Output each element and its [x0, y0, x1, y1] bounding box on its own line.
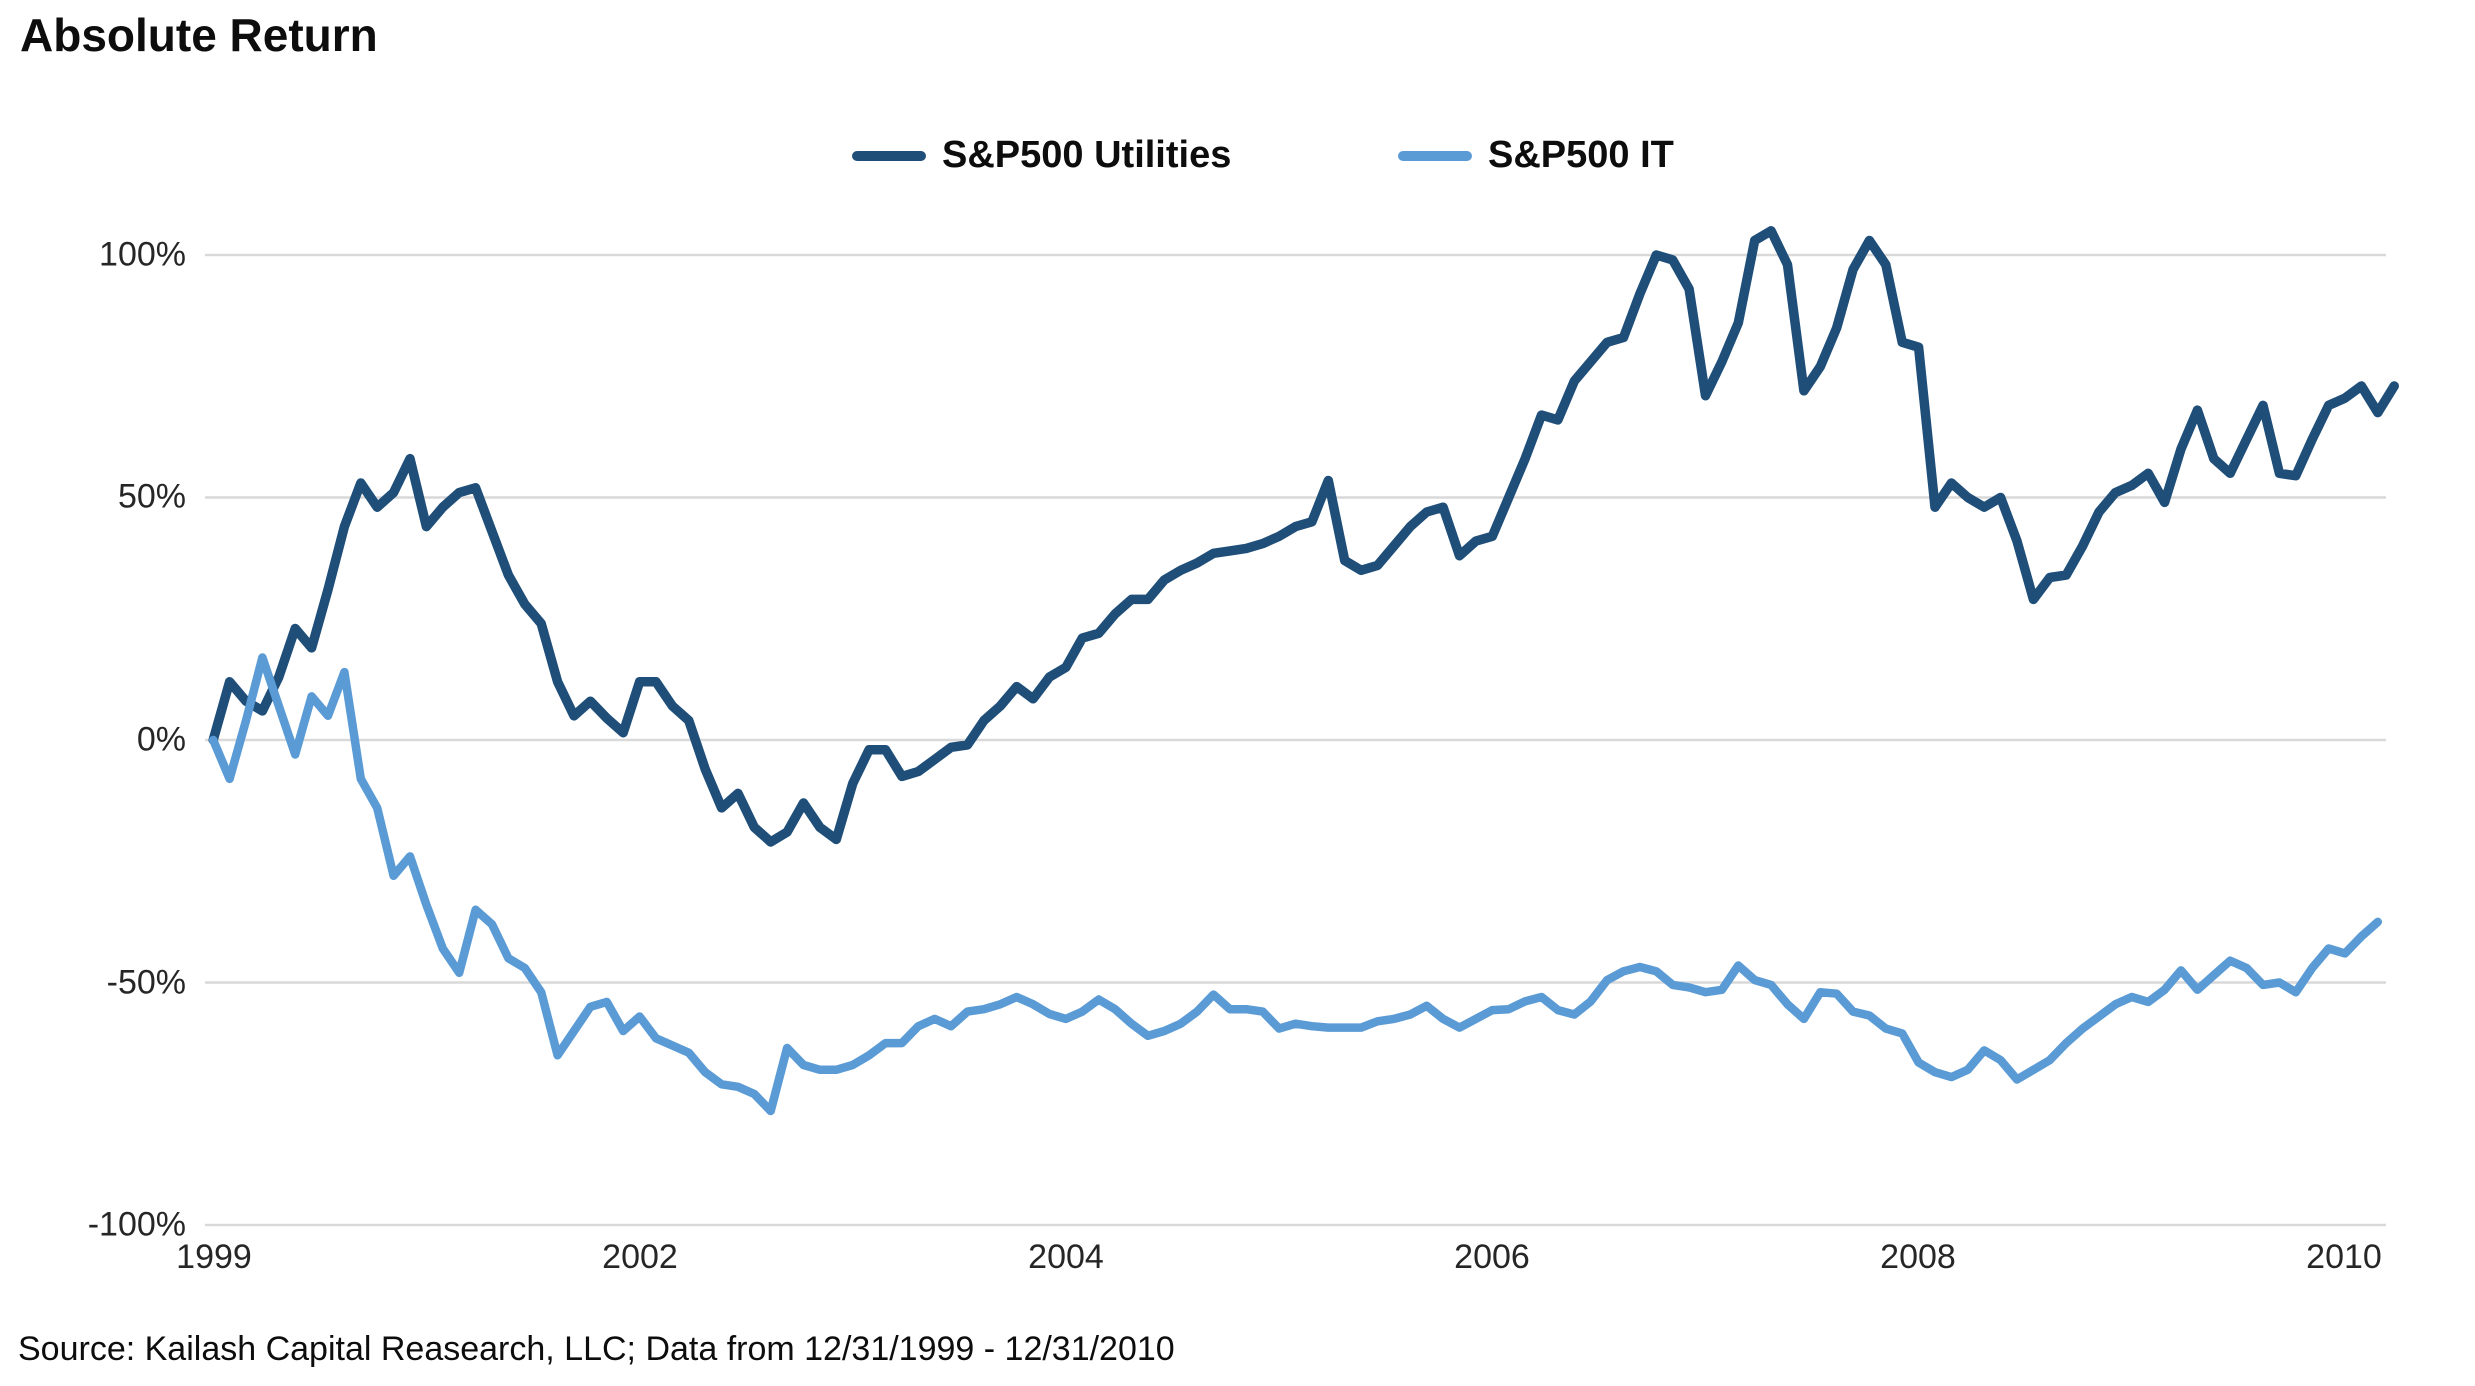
legend-label-utilities: S&P500 Utilities: [942, 134, 1232, 176]
y-tick-100: 100%: [99, 235, 186, 274]
series-line-utilities: [208, 226, 2399, 847]
x-tick-1999: 1999: [176, 1238, 252, 1276]
source-note: Source: Kailash Capital Reasearch, LLC; …: [18, 1330, 1175, 1368]
legend-item-it[interactable]: S&P500 IT: [1398, 134, 1674, 177]
y-tick-0: 0%: [136, 720, 186, 759]
legend-item-utilities[interactable]: S&P500 Utilities: [852, 134, 1231, 177]
it-line-swatch-icon: [1398, 150, 1472, 161]
x-tick-2008: 2008: [1880, 1238, 1956, 1276]
y-tick-neg50: -50%: [106, 963, 186, 1002]
x-tick-2010: 2010: [2306, 1238, 2382, 1276]
legend-label-it: S&P500 IT: [1488, 134, 1674, 176]
chart-title: Absolute Return: [20, 9, 378, 61]
x-tick-2002: 2002: [602, 1238, 678, 1276]
y-tick-50: 50%: [117, 477, 186, 516]
utilities-line-swatch-icon: [852, 150, 926, 161]
series-lines: [208, 226, 2399, 1116]
series-line-it: [208, 653, 2383, 1116]
gridlines: [205, 253, 2386, 1227]
x-tick-2006: 2006: [1454, 1238, 1530, 1276]
y-tick-neg100: -100%: [87, 1205, 186, 1244]
x-tick-2004: 2004: [1028, 1238, 1104, 1276]
